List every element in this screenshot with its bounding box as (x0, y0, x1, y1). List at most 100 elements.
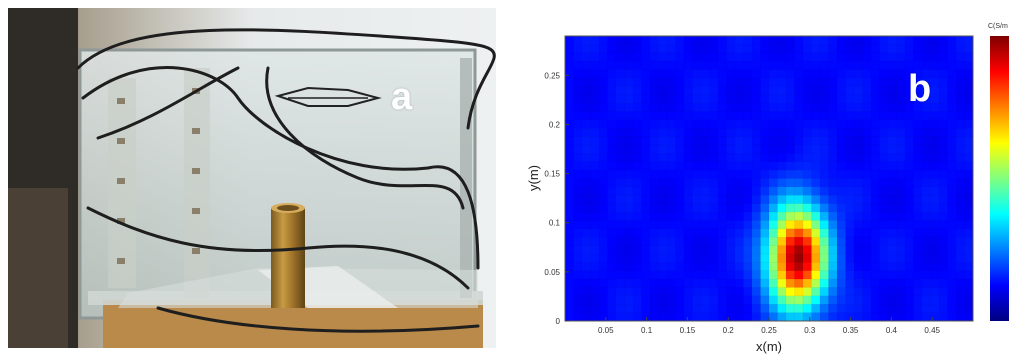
heatmap-cell (701, 153, 710, 163)
heatmap-cell (803, 103, 812, 112)
heatmap-cell (641, 44, 651, 54)
heatmap-cell (718, 237, 727, 246)
heatmap-cell (862, 295, 872, 305)
heatmap-cell (607, 36, 617, 45)
heatmap-cell (624, 119, 634, 129)
heatmap-cell (752, 212, 761, 221)
heatmap-cell (964, 136, 974, 146)
heatmap-cell (896, 61, 906, 70)
heatmap-cell (879, 253, 889, 263)
heatmap-cell (675, 253, 685, 263)
heatmap-cell (828, 69, 838, 79)
heatmap-cell (905, 262, 914, 272)
heatmap-cell (786, 52, 795, 62)
heatmap-cell (573, 262, 583, 272)
heatmap-cell (956, 237, 965, 246)
heatmap-cell (667, 178, 676, 188)
heatmap-cell (777, 161, 787, 171)
heatmap-cell (641, 153, 651, 163)
heatmap-cell (616, 69, 625, 79)
heatmap-cell (769, 77, 778, 87)
heatmap-cell (582, 228, 591, 238)
heatmap-cell (794, 69, 804, 79)
heatmap-cell (913, 77, 923, 87)
heatmap-cell (896, 136, 906, 146)
heatmap-cell (845, 103, 855, 112)
heatmap-cell (624, 212, 634, 221)
heatmap-cell (701, 237, 710, 246)
heatmap-cell (803, 262, 812, 272)
heatmap-cell (726, 245, 736, 255)
heatmap-cell (752, 119, 761, 129)
heatmap-cell (794, 44, 804, 54)
heatmap-cell (922, 270, 931, 280)
heatmap-cell (862, 161, 872, 171)
heatmap-cell (871, 212, 880, 221)
heatmap-cell (939, 178, 948, 188)
heatmap-cell (726, 161, 736, 171)
heatmap-cell (709, 161, 719, 171)
heatmap-cell (709, 295, 719, 305)
heatmap-cell (658, 287, 668, 297)
heatmap-cell (565, 228, 574, 238)
heatmap-cell (786, 304, 795, 314)
heatmap-cell (743, 128, 753, 137)
heatmap-cell (862, 77, 872, 87)
heatmap-cell (616, 119, 625, 129)
heatmap-cell (922, 44, 931, 54)
heatmap-cell (735, 304, 744, 314)
heatmap-cell (743, 195, 753, 205)
heatmap-cell (888, 304, 897, 314)
heatmap-cell (735, 253, 744, 263)
heatmap-cell (565, 61, 574, 70)
heatmap-cell (896, 77, 906, 87)
heatmap-cell (828, 220, 838, 230)
heatmap-cell (684, 203, 693, 213)
heatmap-cell (956, 69, 965, 79)
heatmap-cell (786, 253, 795, 263)
heatmap-cell (845, 69, 855, 79)
heatmap-cell (879, 245, 889, 255)
heatmap-cell (726, 61, 736, 70)
heatmap-cell (862, 279, 872, 288)
heatmap-cell (675, 220, 685, 230)
heatmap-cell (718, 270, 727, 280)
heatmap-cell (777, 262, 787, 272)
heatmap-cell (837, 220, 846, 230)
heatmap-cell (786, 119, 795, 129)
heatmap-cell (888, 195, 897, 205)
heatmap-cell (599, 161, 608, 171)
heatmap-cell (735, 119, 744, 129)
heatmap-cell (607, 245, 617, 255)
heatmap-cell (888, 44, 897, 54)
heatmap-cell (879, 195, 889, 205)
heatmap-cell (692, 237, 702, 246)
heatmap-cell (582, 203, 591, 213)
heatmap-cell (854, 36, 863, 45)
heatmap-cell (786, 312, 795, 322)
heatmap-cell (658, 36, 668, 45)
heatmap-cell (913, 136, 923, 146)
heatmap-cell (658, 170, 668, 179)
heatmap-cell (913, 304, 923, 314)
heatmap-cell (964, 119, 974, 129)
heatmap-cell (760, 94, 770, 104)
heatmap-cell (616, 86, 625, 96)
x-axis-ticks: 0.05 0.1 0.15 0.2 0.25 0.3 0.35 0.4 0.45 (598, 317, 941, 335)
heatmap-cell (862, 253, 872, 263)
heatmap-cell (871, 295, 880, 305)
heatmap-cell (828, 312, 838, 322)
heatmap-cell (667, 195, 676, 205)
heatmap-cell (607, 287, 617, 297)
heatmap-cell (650, 153, 659, 163)
heatmap-cell (590, 212, 600, 221)
heatmap-cell (786, 36, 795, 45)
heatmap-cell (964, 279, 974, 288)
heatmap-cell (735, 312, 744, 322)
heatmap-cell (947, 178, 957, 188)
heatmap-cell (718, 94, 727, 104)
heatmap-cell (896, 44, 906, 54)
heatmap-cell (939, 52, 948, 62)
heatmap-cell (650, 36, 659, 45)
heatmap-cell (862, 111, 872, 121)
